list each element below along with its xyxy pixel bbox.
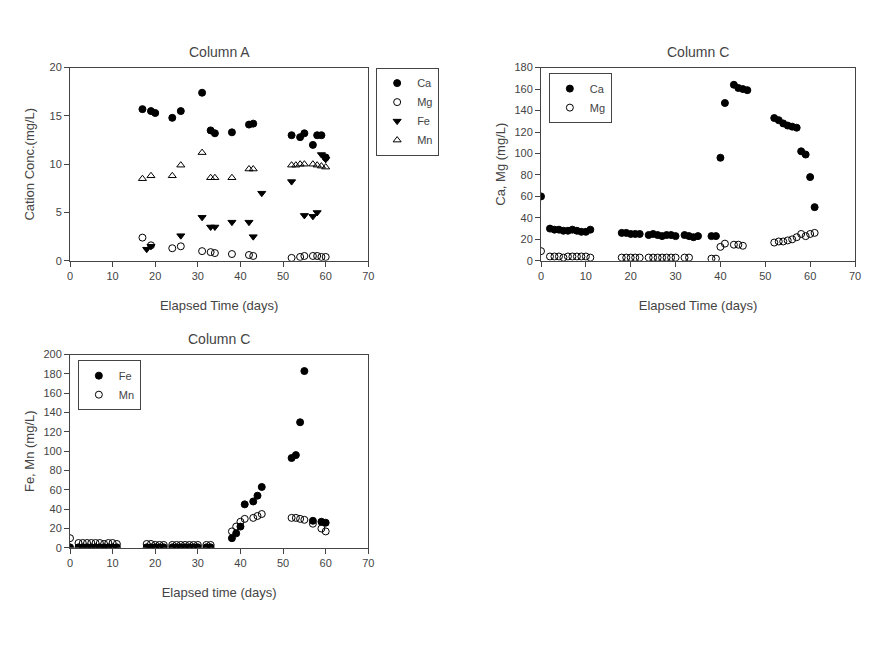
svg-text:Column C: Column C (667, 44, 729, 60)
svg-text:160: 160 (514, 83, 532, 95)
svg-text:Elapsed Time (days): Elapsed Time (days) (160, 298, 279, 313)
svg-text:40: 40 (234, 557, 246, 569)
svg-text:Cation Conc.(mg/L): Cation Conc.(mg/L) (22, 108, 37, 221)
svg-text:Mg: Mg (417, 96, 432, 108)
svg-text:70: 70 (362, 557, 374, 569)
svg-text:Mn: Mn (119, 389, 134, 401)
svg-text:Fe: Fe (417, 115, 430, 127)
svg-text:120: 120 (43, 426, 61, 438)
svg-text:40: 40 (234, 270, 246, 282)
svg-text:0: 0 (67, 557, 73, 569)
svg-text:Elapsed Time (days): Elapsed Time (days) (639, 298, 758, 313)
svg-text:Column A: Column A (189, 44, 250, 60)
svg-text:80: 80 (50, 464, 62, 476)
svg-text:20: 20 (50, 522, 62, 534)
svg-text:Ca, Mg (mg/L): Ca, Mg (mg/L) (493, 123, 508, 206)
svg-text:Ca: Ca (417, 77, 432, 89)
svg-text:Ca: Ca (590, 83, 605, 95)
svg-text:5: 5 (56, 206, 62, 218)
svg-text:Mn: Mn (417, 134, 432, 146)
svg-text:20: 20 (149, 270, 161, 282)
svg-text:70: 70 (849, 270, 861, 282)
svg-text:10: 10 (580, 270, 592, 282)
svg-text:20: 20 (625, 270, 637, 282)
svg-text:40: 40 (521, 212, 533, 224)
svg-text:200: 200 (43, 348, 61, 360)
svg-text:180: 180 (514, 61, 532, 73)
svg-text:Fe, Mn (mg/L): Fe, Mn (mg/L) (22, 410, 37, 492)
svg-text:60: 60 (50, 484, 62, 496)
svg-text:70: 70 (362, 270, 374, 282)
svg-text:60: 60 (521, 190, 533, 202)
svg-text:40: 40 (714, 270, 726, 282)
svg-text:50: 50 (277, 557, 289, 569)
svg-text:160: 160 (43, 387, 61, 399)
svg-text:100: 100 (43, 445, 61, 457)
svg-text:80: 80 (521, 169, 533, 181)
svg-text:0: 0 (56, 542, 62, 554)
svg-text:15: 15 (50, 110, 62, 122)
svg-text:40: 40 (50, 503, 62, 515)
svg-text:50: 50 (277, 270, 289, 282)
svg-text:30: 30 (669, 270, 681, 282)
svg-text:180: 180 (43, 368, 61, 380)
svg-text:20: 20 (149, 557, 161, 569)
svg-text:20: 20 (50, 61, 62, 73)
svg-text:20: 20 (521, 233, 533, 245)
svg-text:Elapsed time (days): Elapsed time (days) (162, 585, 277, 600)
svg-text:0: 0 (56, 255, 62, 267)
svg-text:Fe: Fe (119, 370, 132, 382)
svg-text:100: 100 (514, 147, 532, 159)
svg-text:30: 30 (192, 557, 204, 569)
svg-text:140: 140 (43, 406, 61, 418)
svg-text:Column C: Column C (188, 331, 250, 347)
svg-text:60: 60 (804, 270, 816, 282)
svg-text:Mg: Mg (590, 102, 605, 114)
svg-text:10: 10 (50, 158, 62, 170)
svg-text:10: 10 (106, 270, 118, 282)
svg-text:10: 10 (106, 557, 118, 569)
svg-text:30: 30 (192, 270, 204, 282)
svg-text:50: 50 (759, 270, 771, 282)
svg-text:60: 60 (320, 557, 332, 569)
svg-text:140: 140 (514, 104, 532, 116)
svg-text:120: 120 (514, 126, 532, 138)
svg-text:60: 60 (320, 270, 332, 282)
svg-text:0: 0 (527, 255, 533, 267)
svg-text:0: 0 (67, 270, 73, 282)
svg-text:0: 0 (538, 270, 544, 282)
